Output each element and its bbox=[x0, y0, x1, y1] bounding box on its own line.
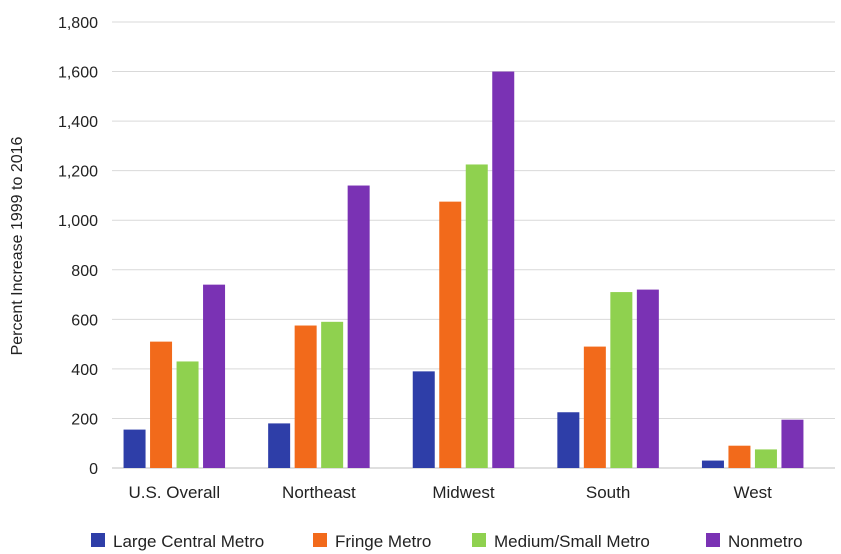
legend-swatch bbox=[706, 533, 720, 547]
bar-large-central-metro bbox=[557, 412, 580, 468]
bar-nonmetro bbox=[203, 284, 226, 468]
legend-label: Fringe Metro bbox=[335, 532, 431, 551]
bars bbox=[123, 71, 804, 469]
bar-large-central-metro bbox=[701, 460, 724, 468]
legend: Large Central Metro Fringe Metro Medium/Sm… bbox=[91, 532, 803, 551]
y-tick-label: 400 bbox=[71, 362, 98, 379]
bar-fringe-metro bbox=[439, 201, 462, 468]
bar-large-central-metro bbox=[268, 423, 291, 468]
bar-nonmetro bbox=[347, 185, 370, 469]
bar-fringe-metro bbox=[150, 341, 173, 468]
legend-label: Nonmetro bbox=[728, 532, 803, 551]
bar-fringe-metro bbox=[583, 346, 606, 468]
bar-fringe-metro bbox=[294, 325, 317, 468]
bar-large-central-metro bbox=[412, 371, 435, 468]
bar-medium-small-metro bbox=[321, 321, 344, 468]
bar-nonmetro bbox=[781, 419, 804, 468]
x-category-label: West bbox=[733, 483, 772, 502]
bar-medium-small-metro bbox=[465, 164, 488, 468]
legend-swatch bbox=[313, 533, 327, 547]
y-tick-label: 200 bbox=[71, 411, 98, 428]
legend-label: Medium/Small Metro bbox=[494, 532, 650, 551]
y-tick-label: 800 bbox=[71, 263, 98, 280]
x-category-label: Midwest bbox=[432, 483, 495, 502]
legend-swatch bbox=[472, 533, 486, 547]
bar-fringe-metro bbox=[728, 445, 751, 468]
y-axis-title: Percent Increase 1999 to 2016 bbox=[9, 136, 26, 355]
y-tick-label: 1,600 bbox=[58, 65, 98, 82]
bar-large-central-metro bbox=[123, 429, 146, 468]
y-tick-label: 1,800 bbox=[58, 15, 98, 32]
y-tick-label: 1,200 bbox=[58, 164, 98, 181]
legend-label: Large Central Metro bbox=[113, 532, 264, 551]
y-tick-label: 1,400 bbox=[58, 114, 98, 131]
y-axis-ticks: 0 200 400 600 800 1,000 1,200 1,400 1,600 1,800 bbox=[58, 15, 98, 478]
bar-medium-small-metro bbox=[176, 361, 199, 468]
x-category-label: Northeast bbox=[282, 483, 356, 502]
y-tick-label: 0 bbox=[89, 461, 98, 478]
bar-nonmetro bbox=[636, 289, 659, 468]
bar-nonmetro bbox=[492, 71, 515, 469]
bar-medium-small-metro bbox=[754, 449, 777, 468]
x-axis-categories: U.S. Overall Northeast Midwest South West bbox=[128, 483, 772, 502]
legend-swatch bbox=[91, 533, 105, 547]
x-category-label: South bbox=[586, 483, 630, 502]
y-tick-label: 600 bbox=[71, 312, 98, 329]
x-category-label: U.S. Overall bbox=[128, 483, 220, 502]
y-tick-label: 1,000 bbox=[58, 213, 98, 230]
bar-medium-small-metro bbox=[610, 292, 633, 468]
